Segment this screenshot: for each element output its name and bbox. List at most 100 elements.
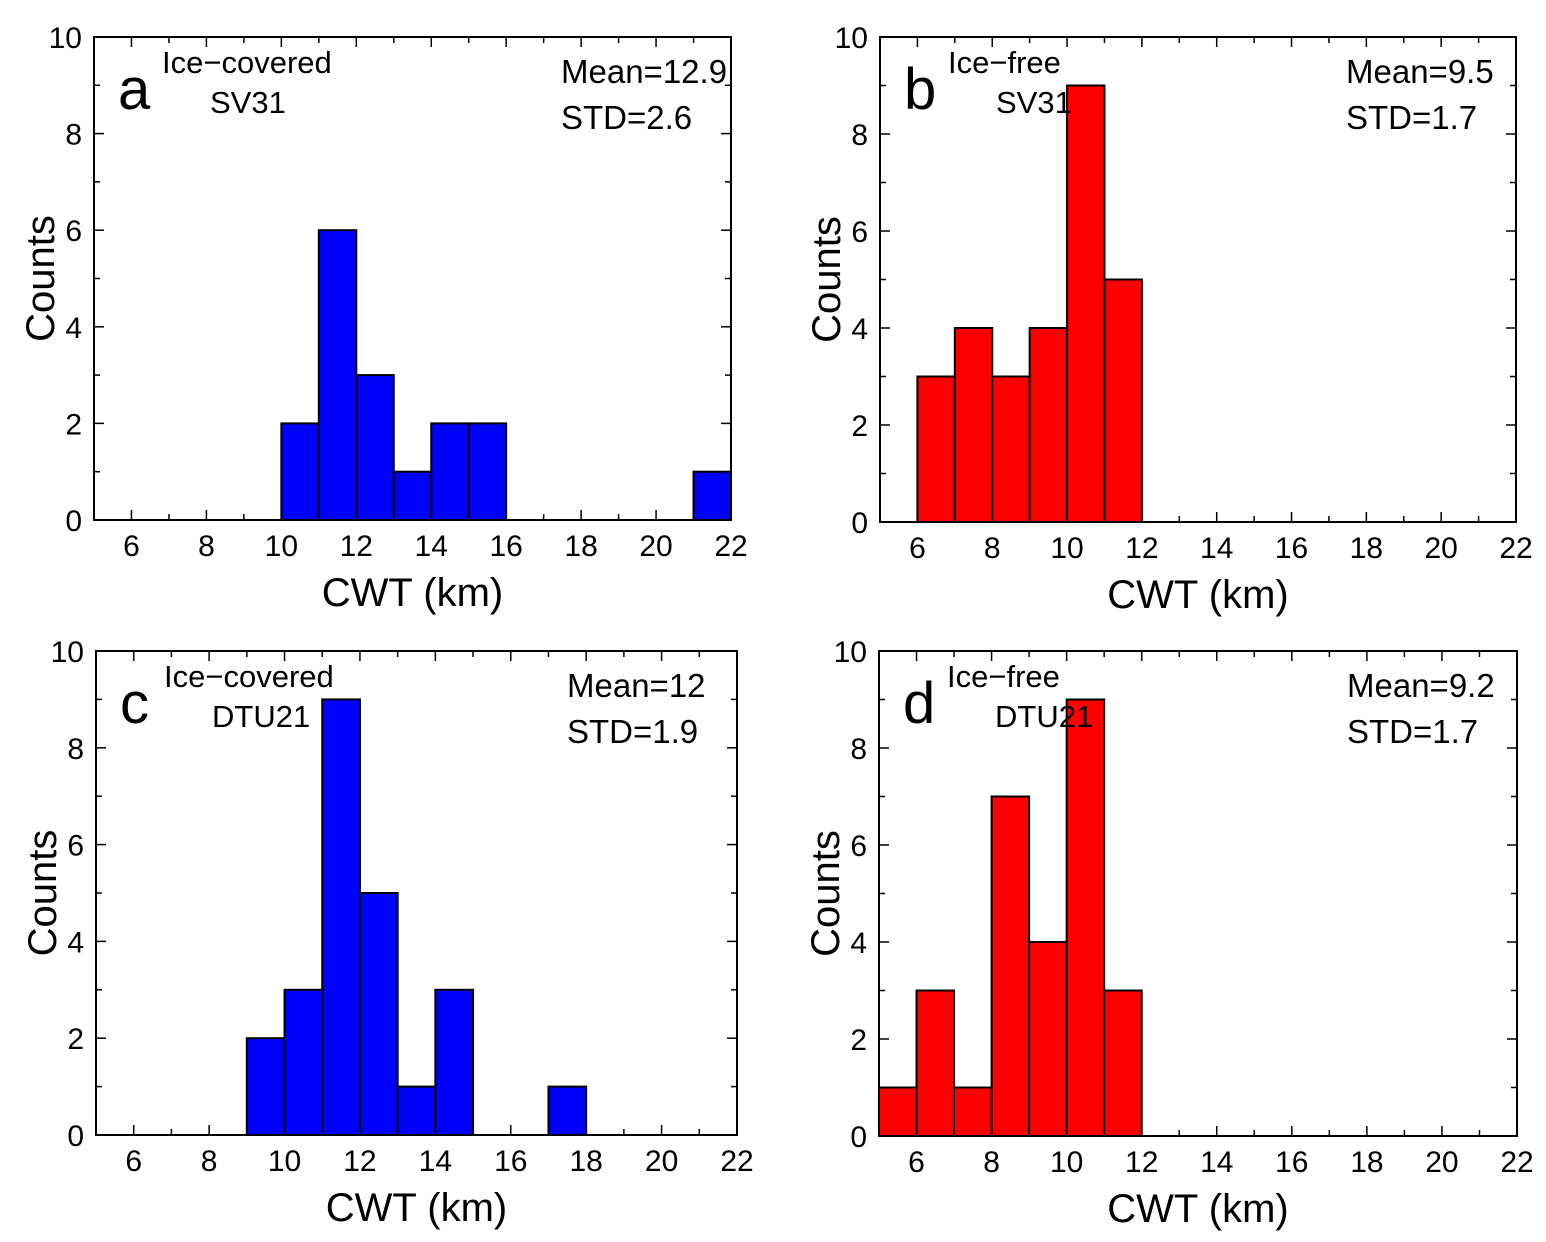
histogram-bar xyxy=(430,422,470,521)
histogram-bar xyxy=(878,1086,918,1137)
histogram-panel-d: 6 8 10 12 14 16 18 20 22 0 2 4 6 8 10 CWT (km) Counts d Ic… xyxy=(804,636,1534,1231)
x-tick-label: 20 xyxy=(1425,1146,1458,1179)
x-tick-label: 6 xyxy=(909,532,926,565)
x-tick-label: 16 xyxy=(1275,532,1308,565)
histogram-bar xyxy=(1103,989,1143,1137)
histogram-bar xyxy=(396,1085,437,1136)
y-tick-label: 2 xyxy=(851,410,868,443)
y-tick-label: 10 xyxy=(49,22,82,55)
x-tick-label: 20 xyxy=(1424,532,1457,565)
x-tick-label: 6 xyxy=(125,1145,142,1178)
x-tick-label: 22 xyxy=(1499,532,1532,565)
mean-label: Mean=12.9 xyxy=(561,53,727,90)
y-tick-label: 8 xyxy=(65,119,82,152)
y-tick-label: 8 xyxy=(67,733,84,766)
histogram-bar xyxy=(916,375,956,523)
histogram-bar xyxy=(915,989,956,1137)
y-axis-label: Counts xyxy=(21,830,65,957)
histogram-bar xyxy=(280,422,320,521)
histogram-bar xyxy=(1065,698,1106,1137)
panel-letter: d xyxy=(903,671,935,736)
histogram-panel-a: 6 8 10 12 14 16 18 20 22 0 2 4 6 8 10 CWT (km) Counts a Ic… xyxy=(19,22,748,615)
x-tick-label: 16 xyxy=(494,1145,527,1178)
x-tick-label: 20 xyxy=(645,1145,678,1178)
y-tick-label: 6 xyxy=(850,830,867,863)
y-tick-label: 4 xyxy=(67,926,84,959)
y-tick-label: 6 xyxy=(851,216,868,249)
y-axis-label: Counts xyxy=(19,215,63,342)
y-axis-label: Counts xyxy=(805,216,849,343)
x-tick-label: 12 xyxy=(1125,1146,1158,1179)
histogram-bar xyxy=(692,470,733,522)
x-tick-label: 10 xyxy=(265,530,298,563)
std-label: STD=1.7 xyxy=(1346,99,1477,136)
x-tick-label: 12 xyxy=(1125,532,1158,565)
x-tick-label: 16 xyxy=(489,530,522,563)
y-tick-label: 0 xyxy=(851,507,868,540)
model-label: SV31 xyxy=(210,85,286,120)
x-tick-label: 10 xyxy=(268,1145,301,1178)
y-tick-label: 0 xyxy=(67,1120,84,1153)
x-tick-label: 14 xyxy=(1200,532,1233,565)
histogram-panel-b: 6 8 10 12 14 16 18 20 22 0 2 4 6 8 10 CWT (km) Counts b Ic… xyxy=(805,22,1533,617)
condition-label: Ice−free xyxy=(947,659,1060,694)
histogram-bar xyxy=(434,988,475,1136)
mean-label: Mean=9.5 xyxy=(1346,53,1494,90)
x-tick-label: 8 xyxy=(198,530,215,563)
y-tick-label: 6 xyxy=(67,830,84,863)
histogram-bar xyxy=(283,988,324,1136)
x-tick-label: 14 xyxy=(419,1145,452,1178)
std-label: STD=1.9 xyxy=(567,713,698,750)
histogram-bar xyxy=(1028,327,1069,523)
y-tick-label: 2 xyxy=(850,1024,867,1057)
x-tick-label: 18 xyxy=(564,530,597,563)
x-axis-label: CWT (km) xyxy=(1107,1187,1288,1231)
histogram-bar xyxy=(245,1037,286,1136)
y-tick-label: 4 xyxy=(850,927,867,960)
y-tick-label: 8 xyxy=(850,733,867,766)
x-tick-label: 18 xyxy=(569,1145,602,1178)
x-tick-label: 10 xyxy=(1050,532,1083,565)
histogram-bar xyxy=(547,1085,588,1136)
panel-letter: a xyxy=(118,57,151,122)
histogram-bar xyxy=(321,698,361,1137)
y-tick-label: 4 xyxy=(65,312,82,345)
y-tick-label: 8 xyxy=(851,119,868,152)
y-tick-label: 4 xyxy=(851,313,868,346)
x-tick-label: 10 xyxy=(1050,1146,1083,1179)
x-axis-label: CWT (km) xyxy=(326,1186,507,1230)
histogram-bar xyxy=(1066,84,1106,523)
x-tick-label: 12 xyxy=(343,1145,376,1178)
model-label: SV31 xyxy=(996,85,1072,120)
panel-letter: c xyxy=(120,671,149,736)
histogram-bar xyxy=(1028,941,1068,1137)
x-axis-label: CWT (km) xyxy=(1107,573,1288,617)
x-tick-label: 8 xyxy=(201,1145,218,1178)
x-tick-label: 6 xyxy=(123,530,140,563)
x-tick-label: 6 xyxy=(908,1146,925,1179)
y-tick-label: 0 xyxy=(850,1121,867,1154)
histogram-bar xyxy=(317,229,358,521)
model-label: DTU21 xyxy=(212,699,310,734)
histogram-bar xyxy=(953,327,994,523)
x-tick-label: 16 xyxy=(1275,1146,1308,1179)
histogram-bar xyxy=(355,374,395,521)
x-tick-label: 18 xyxy=(1350,532,1383,565)
condition-label: Ice−covered xyxy=(162,45,332,80)
y-tick-label: 10 xyxy=(834,636,867,669)
histogram-panel-c: 6 8 10 12 14 16 18 20 22 0 2 4 6 8 10 CWT (km) Counts c Ic… xyxy=(21,636,754,1230)
y-tick-label: 2 xyxy=(65,408,82,441)
y-tick-label: 10 xyxy=(835,22,868,55)
histogram-bar xyxy=(467,422,508,521)
x-tick-label: 14 xyxy=(1200,1146,1233,1179)
y-tick-label: 2 xyxy=(67,1023,84,1056)
x-tick-label: 22 xyxy=(720,1145,753,1178)
condition-label: Ice−free xyxy=(948,45,1061,80)
std-label: STD=1.7 xyxy=(1347,713,1478,750)
x-tick-label: 8 xyxy=(984,532,1001,565)
y-tick-label: 6 xyxy=(65,215,82,248)
y-axis-label: Counts xyxy=(804,830,848,957)
x-tick-label: 12 xyxy=(340,530,373,563)
histogram-bar xyxy=(392,470,433,522)
